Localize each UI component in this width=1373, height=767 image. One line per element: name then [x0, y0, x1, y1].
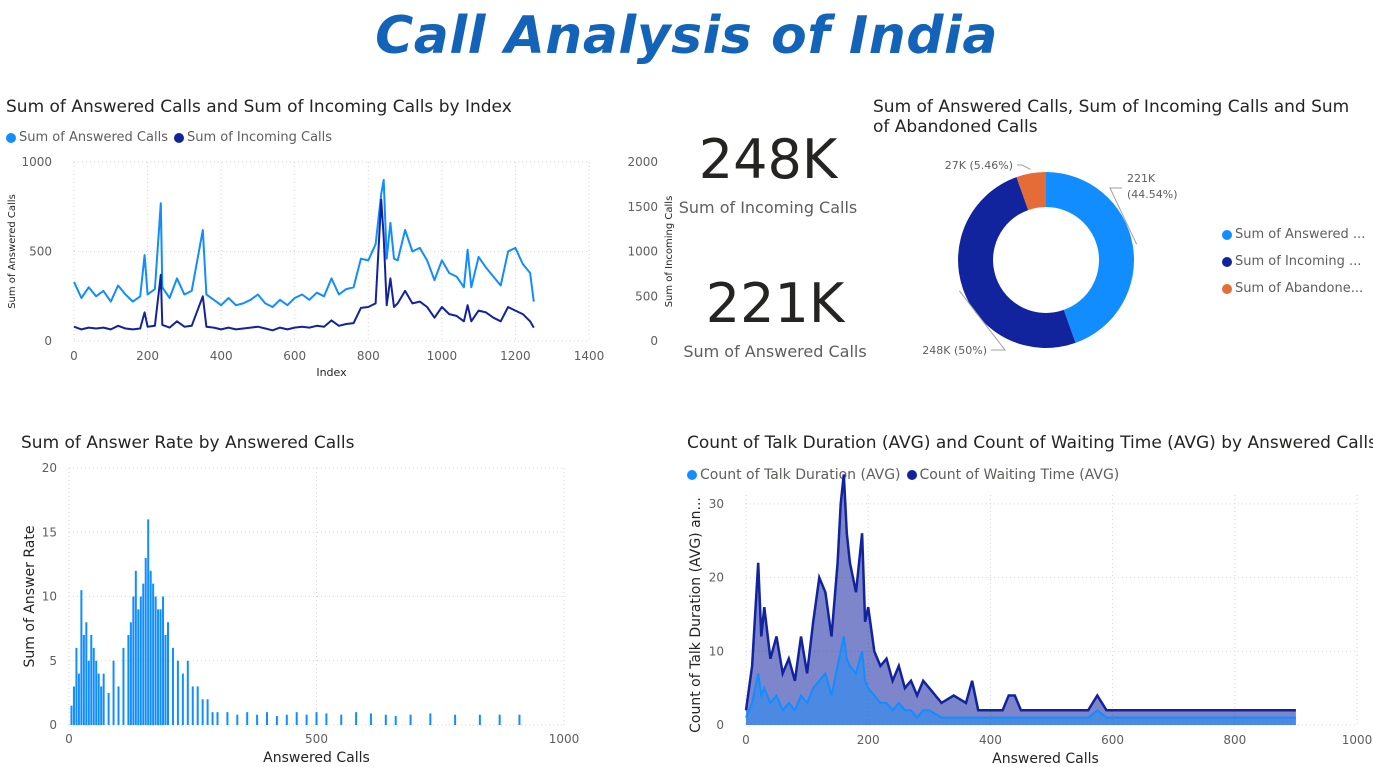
x-axis-title: Answered Calls [263, 750, 370, 766]
x-tick-label: 1400 [574, 349, 605, 363]
donut-data-label: 27K (5.46%) [945, 159, 1013, 172]
legend-label: Sum of Abandone... [1235, 281, 1364, 296]
y-tick-label: 20 [709, 571, 724, 585]
x-tick-label: 400 [210, 349, 233, 363]
index-chart-title: Sum of Answered Calls and Sum of Incomin… [6, 97, 512, 117]
legend-dot-icon [687, 470, 697, 480]
answered-calls-kpi-label: Sum of Answered Calls [683, 342, 867, 361]
index-chart-legend[interactable]: Sum of Answered Calls Sum of Incoming Ca… [6, 130, 338, 145]
page-title: Call Analysis of India [375, 6, 998, 66]
y-tick-label: 0 [716, 718, 724, 732]
x-tick-label: 0 [70, 349, 78, 363]
x-tick-label: 200 [857, 733, 880, 747]
donut-legend-item-incoming[interactable]: Sum of Incoming ... [1222, 248, 1365, 275]
donut-leader-line [958, 290, 1007, 351]
x-axis-title: Answered Calls [992, 751, 1099, 767]
donut-data-label: 221K [1127, 172, 1156, 185]
x-tick-label: 200 [136, 349, 159, 363]
duration-chart-title: Count of Talk Duration (AVG) and Count o… [687, 433, 1373, 453]
series-talk-duration-line [745, 636, 1296, 720]
y-tick-label: 0 [49, 718, 57, 732]
y2-tick-label: 2000 [627, 155, 658, 169]
x-tick-label: 400 [979, 733, 1002, 747]
y-tick-label: 10 [42, 590, 57, 604]
x-tick-label: 0 [65, 732, 73, 746]
legend-label: Sum of Incoming Calls [186, 130, 333, 145]
legend-dot-icon [1222, 229, 1232, 240]
donut-legend[interactable]: Sum of Answered ... Sum of Incoming ... … [1222, 221, 1365, 302]
legend-dot-icon [906, 470, 917, 480]
y2-axis-title: Sum of Incoming Calls [664, 196, 675, 308]
y2-tick-label: 1000 [627, 245, 658, 259]
y-tick-label: 1000 [21, 155, 52, 169]
x-tick-label: 1000 [549, 732, 580, 746]
y-axis-title: Sum of Answered Calls [7, 194, 18, 309]
y2-tick-label: 500 [635, 289, 658, 303]
y-axis-title: Count of Talk Duration (AVG) an... [688, 497, 704, 733]
legend-item-incoming[interactable]: Sum of Incoming Calls [173, 130, 333, 145]
x-tick-label: 800 [1223, 733, 1246, 747]
legend-item-waiting-time[interactable]: Count of Waiting Time (AVG) [906, 467, 1120, 483]
legend-label: Count of Talk Duration (AVG) [700, 467, 901, 483]
donut-leader-line [1109, 187, 1138, 245]
incoming-calls-kpi-value: 248K [698, 128, 838, 191]
legend-label: Sum of Answered Calls [19, 130, 168, 145]
series-answered-calls-line [73, 178, 535, 308]
legend-item-answered[interactable]: Sum of Answered Calls [6, 130, 168, 145]
x-tick-label: 500 [305, 732, 328, 746]
x-tick-label: 1200 [500, 349, 531, 363]
legend-item-talk-duration[interactable]: Count of Talk Duration (AVG) [687, 467, 901, 483]
y-tick-label: 20 [42, 461, 57, 475]
donut-leader-line [1017, 164, 1031, 170]
donut-slice-2 [1016, 172, 1046, 211]
legend-dot-icon [173, 132, 184, 143]
donut-chart-title: Sum of Answered Calls, Sum of Incoming C… [873, 97, 1350, 137]
duration-chart-legend[interactable]: Count of Talk Duration (AVG) Count of Wa… [687, 467, 1125, 483]
legend-label: Sum of Answered ... [1235, 227, 1366, 242]
legend-dot-icon [6, 132, 16, 143]
x-tick-label: 600 [1101, 733, 1124, 747]
x-tick-label: 1000 [1342, 733, 1373, 747]
y-tick-label: 15 [42, 525, 57, 539]
donut-data-label: (44.54%) [1127, 188, 1178, 201]
series-talk-duration-area [746, 636, 1296, 725]
legend-dot-icon [1222, 256, 1232, 267]
legend-label: Count of Waiting Time (AVG) [919, 467, 1120, 483]
donut-legend-item-abandoned[interactable]: Sum of Abandone... [1222, 275, 1365, 302]
series-waiting-time-line [744, 474, 1296, 712]
x-tick-label: 0 [742, 733, 750, 747]
x-tick-label: 1000 [427, 349, 458, 363]
y-tick-label: 10 [709, 644, 724, 658]
y-axis-title: Sum of Answer Rate [22, 526, 38, 668]
y2-tick-label: 1500 [627, 200, 658, 214]
rate-chart-title: Sum of Answer Rate by Answered Calls [21, 433, 355, 453]
donut-slice-1 [958, 177, 1076, 348]
donut-slice-0 [1046, 172, 1134, 343]
legend-label: Sum of Incoming ... [1235, 254, 1362, 269]
y2-tick-label: 0 [650, 334, 658, 348]
series-incoming-calls-line [73, 198, 535, 332]
y-tick-label: 0 [44, 334, 52, 348]
x-tick-label: 600 [283, 349, 306, 363]
x-tick-label: 800 [357, 349, 380, 363]
y-tick-label: 500 [29, 245, 52, 259]
answered-calls-kpi-value: 221K [705, 272, 845, 335]
legend-dot-icon [1222, 283, 1232, 294]
donut-data-label: 248K (50%) [922, 344, 987, 357]
incoming-calls-kpi-label: Sum of Incoming Calls [678, 198, 858, 217]
y-tick-label: 5 [49, 654, 57, 668]
x-axis-title: Index [316, 366, 347, 379]
y-tick-label: 30 [709, 497, 724, 511]
donut-legend-item-answered[interactable]: Sum of Answered ... [1222, 221, 1365, 248]
